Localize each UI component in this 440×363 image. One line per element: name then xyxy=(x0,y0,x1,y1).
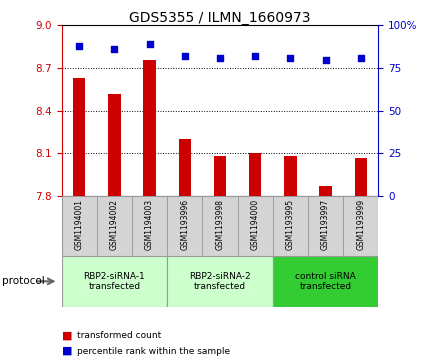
Bar xyxy=(167,256,273,307)
Bar xyxy=(167,196,202,256)
Text: RBP2-siRNA-1
transfected: RBP2-siRNA-1 transfected xyxy=(84,272,145,291)
Text: GSM1193997: GSM1193997 xyxy=(321,199,330,250)
Bar xyxy=(179,139,191,196)
Text: ■: ■ xyxy=(62,331,72,341)
Text: RBP2-siRNA-2
transfected: RBP2-siRNA-2 transfected xyxy=(189,272,251,291)
Text: GSM1193995: GSM1193995 xyxy=(286,199,295,250)
Text: GSM1194003: GSM1194003 xyxy=(145,199,154,250)
Bar xyxy=(308,196,343,256)
Point xyxy=(76,43,83,49)
Point xyxy=(322,57,329,62)
Bar xyxy=(273,196,308,256)
Bar xyxy=(355,158,367,196)
Text: GSM1193996: GSM1193996 xyxy=(180,199,189,250)
Bar xyxy=(108,94,121,196)
Text: ■: ■ xyxy=(62,346,72,356)
Text: GSM1193998: GSM1193998 xyxy=(216,199,224,250)
Bar xyxy=(238,196,273,256)
Point xyxy=(146,41,153,47)
Bar xyxy=(202,196,238,256)
Bar xyxy=(143,60,156,196)
Text: control siRNA
transfected: control siRNA transfected xyxy=(295,272,356,291)
Text: GSM1194002: GSM1194002 xyxy=(110,199,119,250)
Bar xyxy=(132,196,167,256)
Point xyxy=(357,55,364,61)
Text: GDS5355 / ILMN_1660973: GDS5355 / ILMN_1660973 xyxy=(129,11,311,25)
Bar xyxy=(62,196,97,256)
Text: protocol: protocol xyxy=(2,276,45,286)
Bar xyxy=(214,156,226,196)
Bar xyxy=(273,256,378,307)
Bar xyxy=(284,156,297,196)
Point xyxy=(252,53,259,59)
Bar xyxy=(319,186,332,196)
Text: GSM1194000: GSM1194000 xyxy=(251,199,260,250)
Bar xyxy=(73,78,85,196)
Bar xyxy=(97,196,132,256)
Bar xyxy=(343,196,378,256)
Bar xyxy=(249,153,261,196)
Text: transformed count: transformed count xyxy=(77,331,161,340)
Point xyxy=(216,55,224,61)
Point xyxy=(181,53,188,59)
Bar xyxy=(62,256,167,307)
Text: GSM1194001: GSM1194001 xyxy=(75,199,84,250)
Text: percentile rank within the sample: percentile rank within the sample xyxy=(77,347,230,355)
Text: GSM1193999: GSM1193999 xyxy=(356,199,365,250)
Point xyxy=(111,46,118,52)
Point xyxy=(287,55,294,61)
